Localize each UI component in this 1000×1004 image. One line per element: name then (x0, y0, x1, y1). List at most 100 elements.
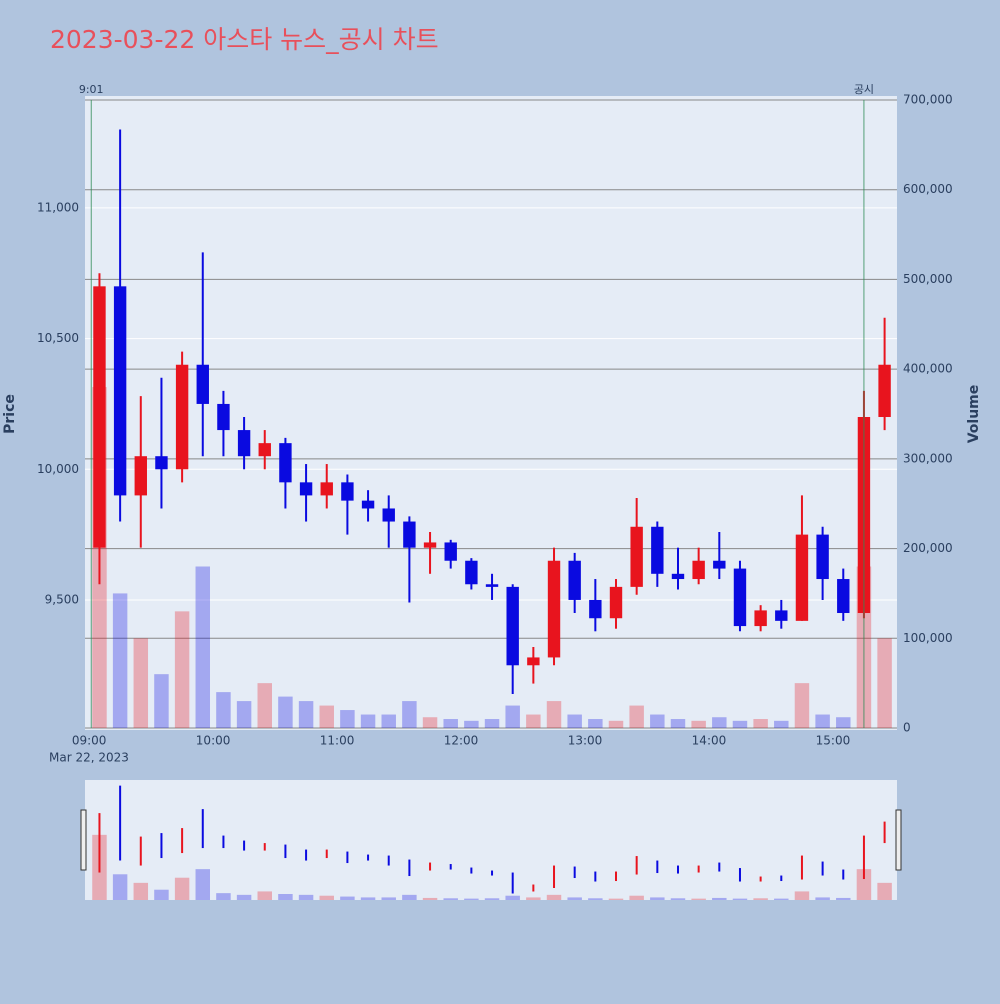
candle-body (93, 286, 106, 548)
y2-tick-label: 300,000 (903, 451, 953, 465)
candle-body (775, 610, 788, 621)
slider-volume-bar (195, 869, 211, 900)
volume-bar (877, 638, 892, 728)
slider-volume-bar (464, 898, 479, 900)
volume-bar (133, 638, 149, 728)
slider-volume-bar (278, 894, 293, 900)
candle-body (361, 500, 375, 509)
slider-volume-bar (877, 882, 892, 900)
slider-volume-bar (588, 898, 603, 900)
x-tick-label: 09:00 (72, 734, 107, 748)
x-tick-label: 10:00 (196, 734, 231, 748)
volume-bar (650, 714, 665, 728)
candle-body (651, 526, 664, 574)
volume-bar (298, 701, 314, 728)
slider-volume-bar (526, 897, 541, 900)
volume-bar (174, 611, 190, 728)
candle-body (217, 403, 230, 431)
volume-bar (257, 683, 272, 728)
slider-volume-bar (340, 896, 355, 900)
candle-body (175, 364, 189, 470)
candle-body (237, 430, 251, 457)
slider-volume-bar (484, 898, 500, 900)
slider-volume-bar (112, 874, 128, 900)
slider-volume-bar (257, 891, 272, 900)
candle-body (320, 482, 333, 496)
candle-body (485, 584, 499, 587)
volume-bar (216, 692, 231, 728)
volume-bar (629, 705, 644, 728)
candle-body (527, 657, 540, 666)
volume-bar (381, 714, 396, 728)
slider-volume-bar (546, 894, 562, 900)
slider-volume-bar (629, 895, 644, 900)
candle-body (113, 286, 127, 496)
volume-bar (319, 705, 334, 728)
candle-body (506, 586, 519, 666)
candle-body (713, 560, 726, 569)
volume-bar (815, 714, 830, 728)
annotation-label: 공시 (854, 83, 874, 96)
y-tick-label: 10,500 (37, 331, 79, 345)
range-slider[interactable] (85, 780, 897, 900)
volume-bar (753, 719, 768, 728)
volume-bar (732, 720, 748, 728)
slider-volume-bar (298, 894, 314, 900)
slider-volume-bar (505, 895, 520, 900)
volume-bar (360, 714, 376, 728)
y2-tick-label: 700,000 (903, 93, 953, 107)
slider-volume-bar (174, 877, 190, 900)
volume-bar (670, 719, 686, 728)
volume-bar (236, 701, 252, 728)
candle-body (547, 560, 561, 658)
slider-volume-bar (712, 897, 727, 900)
volume-bar (794, 683, 810, 728)
volume-bar (608, 720, 624, 728)
slider-volume-bar (216, 893, 231, 900)
y2-axis-title: Volume (966, 385, 982, 444)
volume-bar (443, 719, 458, 728)
slider-handle[interactable] (80, 809, 87, 871)
annotation-label: 9:01 (79, 83, 104, 96)
slider-volume-bar (443, 898, 458, 900)
candle-body (733, 568, 747, 627)
slider-handle[interactable] (895, 809, 902, 871)
slider-volume-bar (319, 895, 334, 900)
x-tick-label: 15:00 (816, 734, 851, 748)
candle-body (878, 364, 891, 418)
slider-volume-bar (154, 889, 169, 900)
y-tick-label: 11,000 (37, 200, 79, 214)
x-tick-label: 13:00 (568, 734, 603, 748)
volume-bar (464, 720, 479, 728)
candle-body (630, 526, 643, 587)
y-axis-title: Price (2, 394, 18, 434)
volume-bar (402, 701, 417, 728)
slider-volume-bar (608, 898, 624, 900)
candle-body (155, 456, 168, 470)
candle-body (795, 534, 809, 621)
candle-body (299, 482, 313, 496)
slider-volume-bar (794, 891, 810, 900)
slider-volume-bar (774, 898, 789, 900)
volume-bar (195, 566, 211, 728)
y2-tick-label: 200,000 (903, 541, 953, 555)
x-date-label: Mar 22, 2023 (49, 751, 129, 765)
y-tick-label: 9,500 (45, 592, 79, 606)
candle-body (837, 579, 850, 614)
slider-volume-bar (236, 894, 252, 900)
x-tick-label: 11:00 (320, 734, 355, 748)
candle-body (403, 521, 416, 548)
slider-volume-bar (360, 897, 376, 900)
volume-bar (154, 674, 169, 728)
y2-tick-label: 600,000 (903, 182, 953, 196)
volume-bar (278, 696, 293, 728)
candle-body (692, 560, 705, 580)
volume-bar (546, 701, 562, 728)
volume-bar (588, 719, 603, 728)
volume-bar (526, 714, 541, 728)
candle-body (196, 364, 209, 404)
candle-body (465, 560, 478, 585)
volume-bar (340, 710, 355, 728)
